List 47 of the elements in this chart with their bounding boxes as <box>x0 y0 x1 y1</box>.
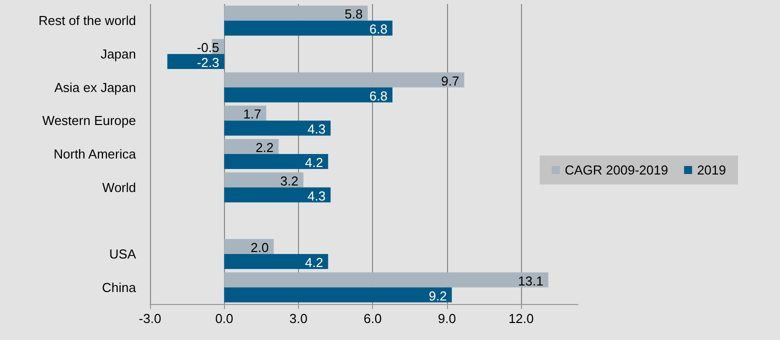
bar <box>224 154 328 169</box>
data-label: 3.2 <box>280 173 298 188</box>
y-tick-label: Rest of the world <box>38 13 136 28</box>
data-label: 9.2 <box>428 288 447 304</box>
x-tick-label: 3.0 <box>289 311 308 326</box>
y-tick-label: Japan <box>100 46 136 62</box>
legend-label: 2019 <box>697 162 726 178</box>
x-tick-label: 6.0 <box>364 311 382 326</box>
data-label: 2.2 <box>256 140 274 155</box>
x-tick-label: 12.0 <box>508 311 534 326</box>
bar <box>224 239 274 254</box>
data-label: 4.2 <box>305 155 324 170</box>
data-label: 4.2 <box>305 255 324 270</box>
bar <box>224 187 331 202</box>
bar <box>224 20 392 36</box>
data-label: 4.3 <box>308 122 326 137</box>
data-label: -2.3 <box>196 55 220 70</box>
data-label: -0.5 <box>196 40 220 55</box>
y-tick-label: Western Europe <box>42 113 136 128</box>
bar <box>224 254 328 269</box>
data-label: 1.7 <box>243 106 262 122</box>
bar <box>224 287 452 302</box>
bar <box>224 87 392 102</box>
bar <box>224 106 266 121</box>
data-label: 2.0 <box>250 240 269 255</box>
bar <box>224 139 279 154</box>
bar <box>224 272 548 288</box>
y-tick-label: Asia ex Japan <box>54 80 136 95</box>
data-label: 6.8 <box>369 22 388 37</box>
data-label: 9.7 <box>441 73 460 88</box>
y-tick-label: World <box>102 180 136 195</box>
legend-label: CAGR 2009-2019 <box>564 162 668 178</box>
data-label: 5.8 <box>344 6 363 22</box>
data-label: 6.8 <box>369 88 388 104</box>
data-label: 13.1 <box>518 273 544 288</box>
data-label: 4.3 <box>308 188 326 204</box>
bar <box>167 54 224 69</box>
y-tick-label: China <box>102 280 137 295</box>
bar <box>224 6 368 21</box>
bar <box>224 72 464 88</box>
x-tick-label: 0.0 <box>215 311 234 326</box>
bar <box>224 172 304 188</box>
x-tick-label: -3.0 <box>138 311 162 326</box>
y-tick-label: North America <box>54 146 137 162</box>
x-tick-label: 9.0 <box>438 311 456 326</box>
y-tick-label: USA <box>109 246 136 262</box>
bar <box>224 120 331 136</box>
